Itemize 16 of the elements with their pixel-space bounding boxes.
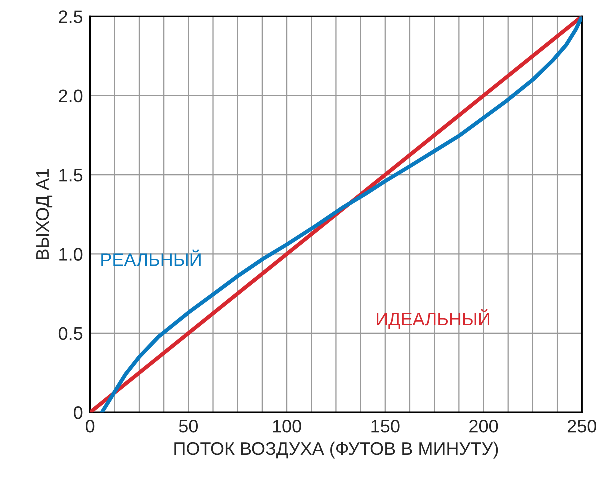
x-tick-label: 150 xyxy=(372,420,400,433)
y-tick-label: 2.0 xyxy=(59,90,83,103)
series-label: РЕАЛЬНЫЙ xyxy=(102,250,201,266)
y-tick-label: 0.5 xyxy=(58,327,83,340)
x-tick-label: 200 xyxy=(470,420,498,433)
text: ИДЕАЛЬНЫЙ xyxy=(377,309,490,330)
y-tick-label: 2.5 xyxy=(59,10,83,24)
x-tick-label: 50 xyxy=(179,420,198,433)
y-tick-label: 1.0 xyxy=(60,248,83,261)
y-tick-label: 1.5 xyxy=(60,169,83,182)
x-axis-title: ПОТОК ВОЗДУХА (ФУТОВ В МИНУТУ) xyxy=(174,442,498,459)
x-tick-label: 100 xyxy=(273,420,302,433)
x-tick-label: 250 xyxy=(568,420,596,433)
y-tick-label: 0 xyxy=(74,406,83,420)
x-tick-label: 0 xyxy=(86,420,95,433)
y-axis-title: ВЫХОД А1 xyxy=(36,169,53,260)
